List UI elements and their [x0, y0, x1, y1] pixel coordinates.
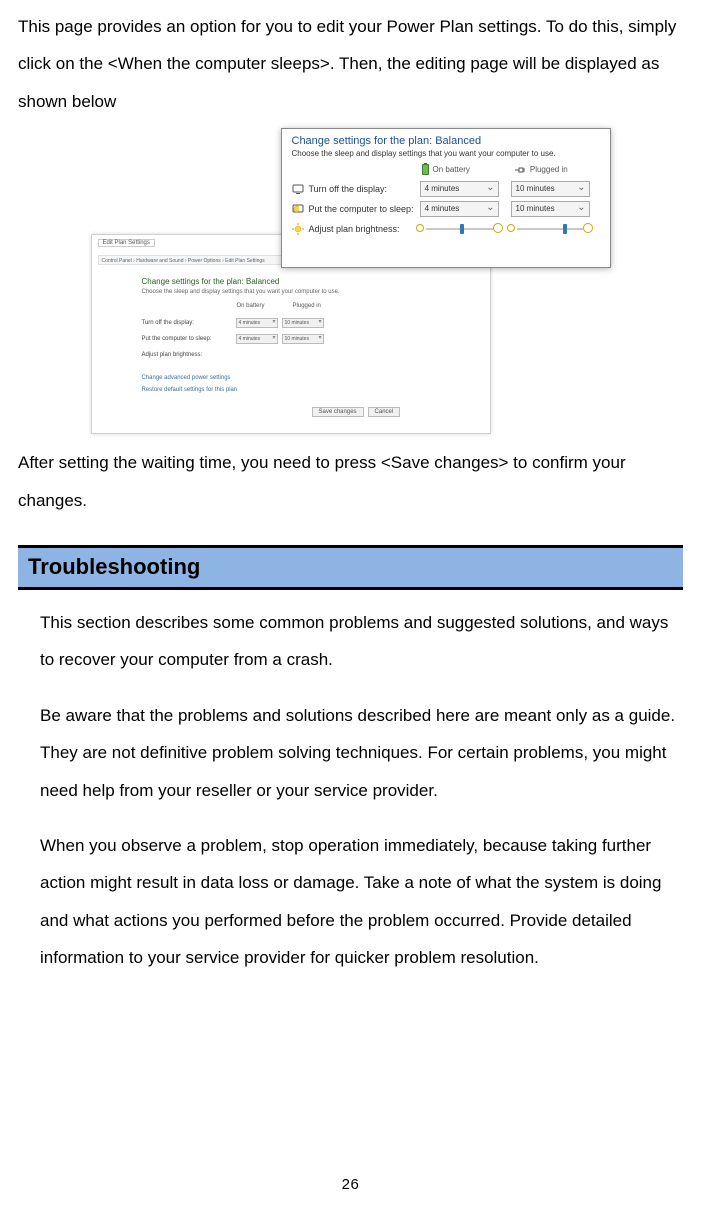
front-sel-sleep-batt[interactable]: 4 minutes: [420, 201, 499, 217]
front-headers: On battery Plugged in: [282, 164, 610, 175]
front-row-sleep: Put the computer to sleep: 4 minutes 10 …: [282, 199, 610, 219]
after-paragraph: After setting the waiting time, you need…: [18, 444, 683, 519]
back-row-bright: Adjust plan brightness:: [142, 349, 232, 361]
plug-icon: [514, 166, 526, 174]
troubleshoot-para-2: Be aware that the problems and solutions…: [40, 697, 683, 809]
back-subtitle: Choose the sleep and display settings th…: [142, 289, 340, 295]
front-hdr-battery-text: On battery: [433, 165, 470, 174]
back-save-button[interactable]: Save changes: [312, 407, 364, 417]
display-icon: [292, 183, 304, 195]
back-cancel-button[interactable]: Cancel: [368, 407, 401, 417]
front-label-bright: Adjust plan brightness:: [309, 224, 400, 234]
back-sel-display-plug[interactable]: 10 minutes: [282, 318, 324, 328]
front-sel-display-plug[interactable]: 10 minutes: [511, 181, 590, 197]
back-label-bright: Adjust plan brightness:: [142, 352, 232, 358]
front-title: Change settings for the plan: Balanced: [282, 129, 610, 147]
troubleshoot-para-3: When you observe a problem, stop operati…: [40, 827, 683, 977]
front-row-bright: Adjust plan brightness:: [282, 219, 610, 239]
back-row-display: Turn off the display: 4 minutes 10 minut…: [142, 317, 324, 329]
back-tab: Edit Plan Settings: [98, 239, 155, 247]
front-row-display: Turn off the display: 4 minutes 10 minut…: [282, 179, 610, 199]
front-subtitle: Choose the sleep and display settings th…: [282, 147, 610, 164]
troubleshoot-para-1: This section describes some common probl…: [40, 604, 683, 679]
battery-icon: [422, 164, 429, 175]
back-sel-sleep-batt[interactable]: 4 minutes: [236, 334, 278, 344]
back-row-sleep: Put the computer to sleep: 4 minutes 10 …: [142, 333, 324, 345]
front-hdr-battery: On battery: [422, 164, 470, 175]
back-label-sleep: Put the computer to sleep:: [142, 336, 232, 342]
front-hdr-plugged: Plugged in: [514, 164, 568, 175]
back-hdr-plugged: Plugged in: [293, 303, 321, 309]
section-heading-bar: Troubleshooting: [18, 545, 683, 590]
back-sel-display-batt[interactable]: 4 minutes: [236, 318, 278, 328]
front-hdr-plugged-text: Plugged in: [530, 165, 568, 174]
front-sel-display-batt[interactable]: 4 minutes: [420, 181, 499, 197]
figure-container: Edit Plan Settings Control Panel › Hardw…: [18, 128, 683, 438]
front-slider-batt[interactable]: [420, 221, 499, 237]
back-hdr-battery: On battery: [237, 303, 265, 309]
window-front: Change settings for the plan: Balanced C…: [281, 128, 611, 268]
brightness-icon: [292, 223, 304, 235]
front-slider-plug[interactable]: [511, 221, 590, 237]
sleep-icon: [292, 203, 304, 215]
back-label-display: Turn off the display:: [142, 320, 232, 326]
intro-paragraph: This page provides an option for you to …: [18, 8, 683, 120]
back-link-restore[interactable]: Restore default settings for this plan: [142, 387, 238, 393]
front-label-display: Turn off the display:: [309, 184, 388, 194]
back-link-advanced[interactable]: Change advanced power settings: [142, 375, 231, 381]
back-headers: On battery Plugged in: [237, 303, 321, 309]
back-title: Change settings for the plan: Balanced: [142, 277, 280, 286]
back-sel-sleep-plug[interactable]: 10 minutes: [282, 334, 324, 344]
front-sel-sleep-plug[interactable]: 10 minutes: [511, 201, 590, 217]
front-label-sleep: Put the computer to sleep:: [309, 204, 414, 214]
power-plan-figure: Edit Plan Settings Control Panel › Hardw…: [91, 128, 611, 438]
back-buttons: Save changes Cancel: [312, 407, 401, 417]
page-number: 26: [0, 1176, 701, 1193]
section-title: Troubleshooting: [28, 554, 673, 580]
